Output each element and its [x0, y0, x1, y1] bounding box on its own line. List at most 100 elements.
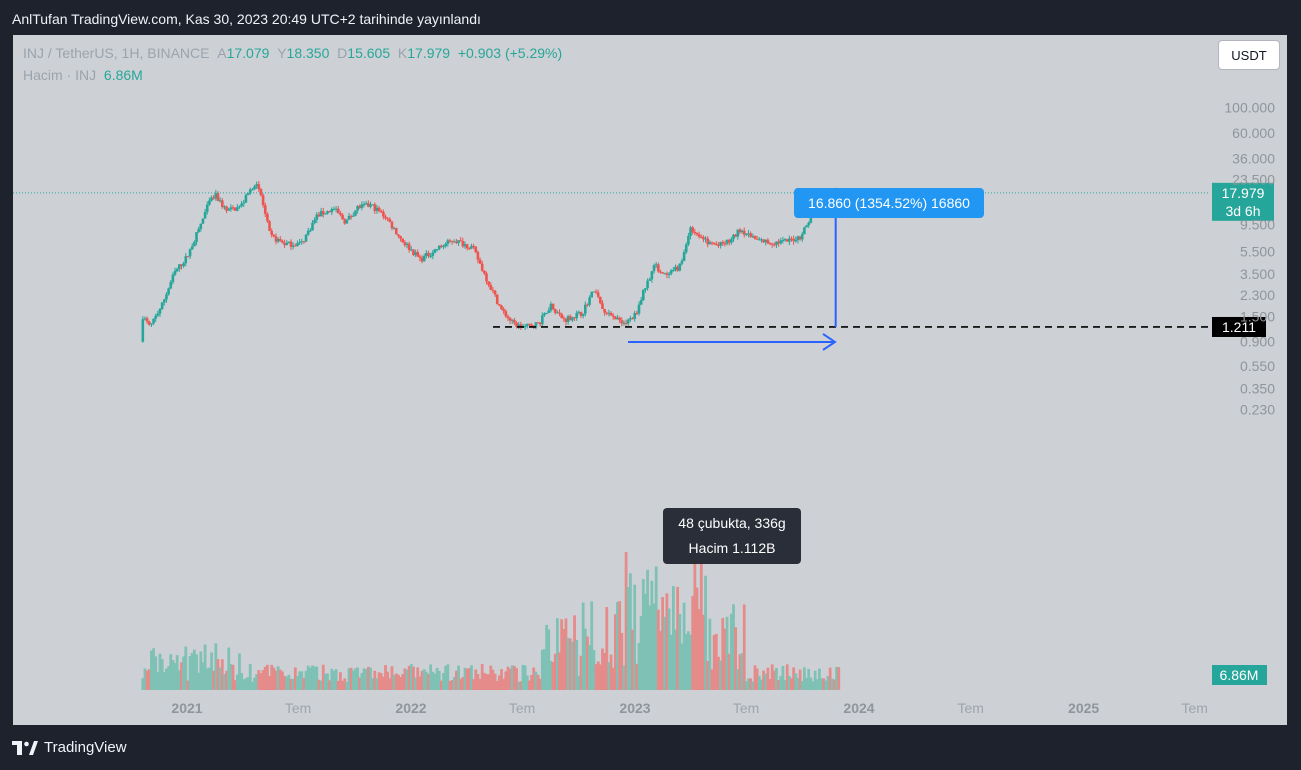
- volume-bar: [579, 655, 583, 690]
- candle-body: [452, 241, 456, 243]
- volume-bar: [154, 656, 158, 690]
- volume-bar: [192, 649, 196, 690]
- volume-bar: [263, 666, 267, 690]
- volume-bar: [712, 634, 716, 690]
- volume-bar: [459, 678, 463, 690]
- y-tick-label: 2.300: [1240, 287, 1275, 303]
- volume-bar: [180, 662, 183, 690]
- volume-bar: [747, 678, 750, 690]
- volume-bar: [674, 629, 677, 690]
- volume-bar: [714, 633, 718, 690]
- chart-pane[interactable]: 16.860 (1354.52%) 16860 48 çubukta, 336g H…: [13, 35, 1287, 725]
- candle-body: [635, 313, 639, 315]
- candle-body: [599, 296, 602, 304]
- support-price-badge: [1212, 316, 1266, 337]
- volume-bar: [261, 670, 265, 690]
- candle-body: [244, 194, 248, 203]
- open-value: 17.079: [226, 45, 270, 61]
- candle-body: [573, 317, 576, 319]
- candle-body: [425, 252, 428, 256]
- volume-bar: [517, 681, 521, 690]
- volume-bar: [667, 608, 671, 690]
- volume-bar: [736, 669, 740, 690]
- volume-bar: [510, 665, 514, 690]
- candle-body: [162, 299, 166, 303]
- candle-body: [332, 208, 336, 210]
- volume-label[interactable]: Hacim · INJ: [23, 67, 97, 83]
- volume-bar: [828, 667, 832, 690]
- symbol-legend[interactable]: INJ / TetherUS, 1H, BINANCE A17.079 Y18.…: [23, 45, 562, 61]
- volume-bar: [691, 595, 695, 690]
- volume-bar: [162, 671, 166, 690]
- volume-bar: [351, 670, 355, 690]
- volume-bar: [568, 638, 572, 690]
- candle-body: [251, 189, 254, 191]
- volume-bar: [725, 616, 729, 690]
- candles: [141, 180, 841, 343]
- candle-body: [388, 219, 392, 222]
- volume-bar: [607, 662, 611, 690]
- candle-body: [790, 238, 793, 240]
- volume-bar: [229, 664, 233, 690]
- candle-body: [745, 233, 748, 235]
- volume-bar: [175, 655, 179, 690]
- volume-bar: [253, 677, 256, 690]
- candle-body: [150, 323, 153, 325]
- candle-body: [175, 268, 179, 271]
- candle-body: [358, 205, 362, 208]
- symbol-name[interactable]: INJ / TetherUS, 1H, BINANCE: [23, 45, 210, 61]
- volume-bar: [830, 678, 834, 690]
- volume-bar: [167, 666, 170, 690]
- volume-bar: [233, 680, 237, 690]
- measure-bars-label: 48 çubukta, 336g: [678, 515, 785, 531]
- candle-body: [268, 221, 271, 231]
- volume-bar: [487, 674, 491, 690]
- candle-body: [500, 305, 503, 310]
- volume-bar: [195, 654, 198, 690]
- candle-body: [794, 239, 798, 242]
- candle-body: [238, 206, 241, 208]
- candle-body: [476, 252, 480, 260]
- volume-bar: [203, 644, 207, 690]
- volume-bar: [156, 671, 160, 690]
- y-tick-label: 0.350: [1240, 381, 1275, 397]
- last-price-label: 17.979: [1222, 185, 1265, 201]
- tradingview-logo[interactable]: TradingView: [12, 739, 127, 756]
- candle-body: [586, 304, 589, 306]
- candle-body: [403, 242, 407, 246]
- candle-body: [242, 202, 246, 204]
- candle-body: [773, 244, 776, 246]
- currency-button[interactable]: USDT: [1218, 40, 1280, 70]
- candle-body: [734, 234, 737, 237]
- candle-body: [551, 303, 555, 310]
- candle-body: [603, 308, 606, 313]
- volume-bar: [435, 667, 439, 690]
- volume-bar: [794, 673, 798, 690]
- candle-body: [577, 311, 581, 313]
- volume-bar: [218, 667, 222, 690]
- volume-bar: [242, 679, 246, 690]
- volume-bar: [601, 648, 604, 690]
- volume-bar: [618, 601, 622, 690]
- candle-body: [306, 230, 310, 235]
- volume-bar: [613, 614, 617, 690]
- candle-body: [369, 204, 372, 207]
- volume-bar: [515, 668, 518, 690]
- volume-bar: [145, 670, 149, 690]
- volume-bar: [171, 660, 175, 690]
- volume-bar: [141, 678, 145, 690]
- volume-bar: [742, 604, 746, 690]
- price-chart[interactable]: 16.860 (1354.52%) 16860 48 çubukta, 336g H…: [13, 35, 1287, 725]
- candle-body: [360, 204, 364, 208]
- candle-body: [534, 322, 538, 328]
- volume-bar: [201, 662, 205, 690]
- volume-bar: [147, 669, 151, 690]
- volume-bar: [422, 669, 426, 690]
- volume-legend[interactable]: Hacim · INJ 6.86M: [23, 67, 143, 83]
- candle-body: [781, 240, 785, 242]
- volume-bar: [285, 676, 289, 690]
- volume-bar: [259, 673, 263, 690]
- volume-bar: [558, 652, 561, 690]
- volume-bar: [358, 677, 362, 690]
- volume-bar: [710, 669, 714, 690]
